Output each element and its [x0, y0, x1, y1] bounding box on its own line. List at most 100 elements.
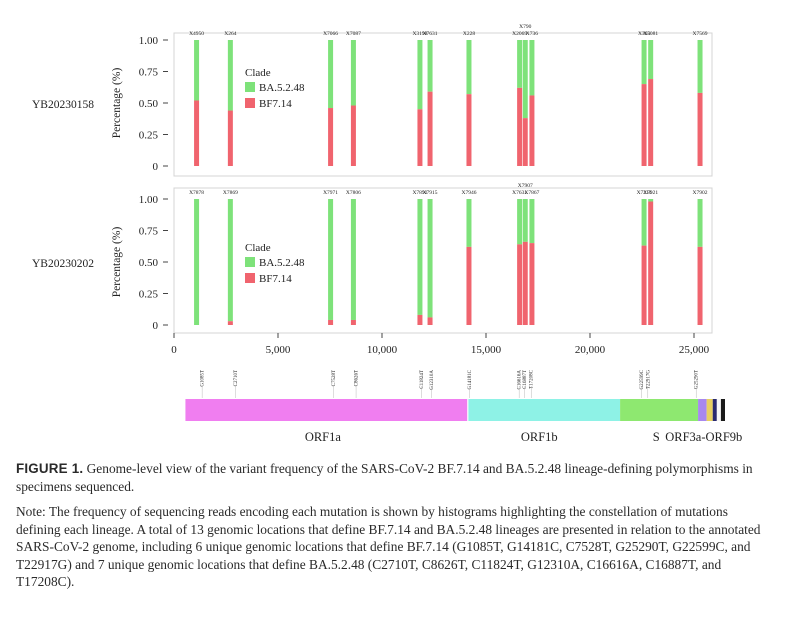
genome-variant-figure: YB20230158 Percentage (%) 0 0.25 0.50 0.75 1.0…	[32, 24, 742, 444]
genome-mutation-label: C16887T	[523, 370, 528, 389]
bar-bf714-X7631	[427, 91, 433, 166]
bar-bf714-X7971	[328, 319, 334, 325]
gene-block-ORF9b	[720, 399, 725, 421]
bar-ba5248-X7869	[227, 199, 233, 322]
y-tick-label: 1.00	[139, 194, 159, 206]
bar-ba5248-X365	[641, 40, 647, 85]
x-tick-label: 5,000	[266, 344, 291, 356]
gene-label: ORF3a-ORF9b	[665, 430, 742, 444]
bar-bf714-X3081	[648, 79, 654, 166]
mutation-label-X7631: X7631	[423, 31, 438, 37]
bar-ba5248-X4950	[194, 40, 200, 101]
bar-ba5248-X7891	[417, 199, 423, 315]
mutation-label-X7867: X7867	[524, 190, 539, 196]
gene-block	[716, 399, 721, 421]
gene-block-ORF1a	[185, 399, 468, 421]
genome-mutation-label: T17208C	[530, 369, 535, 389]
mutation-label-X7907: X7907	[518, 183, 533, 189]
x-tick-label: 25,000	[679, 344, 710, 356]
y-axis-label: Percentage (%)	[111, 227, 123, 298]
bar-bf714-X7921	[648, 201, 654, 325]
mutation-label-X7915: X7915	[423, 190, 438, 196]
x-tick-label: 15,000	[471, 344, 502, 356]
gene-block-ORF1b	[467, 399, 621, 421]
bar-ba5248-X7971	[328, 199, 334, 320]
bar-ba5248-X228	[466, 40, 472, 95]
mutation-label-X4950: X4950	[189, 31, 204, 37]
bar-bf714-X7210	[641, 245, 647, 325]
bar-ba5248-X7915	[427, 199, 433, 318]
mutation-label-X264: X264	[224, 31, 236, 37]
bar-ba5248-X7066	[328, 40, 334, 109]
genome-mutation-label: C8626T	[355, 370, 360, 386]
legend-title: Clade	[245, 242, 271, 254]
bar-bf714-X7946	[466, 246, 472, 325]
mutation-label-X2069: X2069	[512, 31, 527, 37]
bar-ba5248-X7631	[427, 40, 433, 92]
bar-bf714-X736	[529, 95, 535, 166]
mutation-label-X7921: X7921	[643, 190, 658, 196]
legend-label-ba5248: BA.5.2.48	[259, 82, 305, 94]
bar-ba5248-X7907	[522, 199, 528, 242]
legend-label-ba5248: BA.5.2.48	[259, 257, 305, 269]
bar-ba5248-X7902	[697, 199, 703, 247]
x-tick-label: 10,000	[367, 344, 398, 356]
legend-swatch-ba5248	[245, 82, 255, 92]
bar-ba5248-X3081	[648, 40, 654, 80]
figure-label: FIGURE 1.	[16, 461, 84, 476]
bar-bf714-X7915	[427, 317, 433, 325]
bar-bf714-X7631	[517, 244, 523, 325]
mutation-label-X228: X228	[463, 31, 475, 37]
bar-ba5248-X7946	[466, 199, 472, 247]
bar-ba5248-X736	[529, 40, 535, 96]
genome-mutation-label: C2710T	[234, 370, 239, 386]
y-tick-label: 0.75	[139, 226, 159, 238]
genome-mutation-label: C16616A	[518, 370, 523, 390]
bar-ba5248-X3198	[417, 40, 423, 110]
bar-ba5248-X7878	[194, 199, 200, 325]
bar-ba5248-X264	[227, 40, 233, 111]
x-tick-label: 20,000	[575, 344, 606, 356]
y-tick-label: 0	[153, 161, 159, 173]
mutation-label-X7902: X7902	[693, 190, 708, 196]
bar-bf714-X7087	[350, 105, 356, 166]
bar-bf714-X2069	[517, 87, 523, 166]
mutation-label-X7806: X7806	[346, 190, 361, 196]
genome-mutation-label: G14181C	[468, 369, 473, 389]
bar-bf714-X4950	[194, 100, 200, 166]
bar-ba5248-X7569	[697, 40, 703, 93]
mutation-label-X7087: X7087	[346, 31, 361, 37]
bar-bf714-X228	[466, 94, 472, 166]
bar-ba5248-X790	[522, 40, 528, 119]
mutation-label-X7210: X7210	[637, 190, 652, 196]
y-tick-label: 0.50	[139, 98, 159, 110]
gene-label: ORF1a	[305, 430, 342, 444]
y-tick-label: 0.25	[139, 130, 159, 142]
mutation-label-X3081: X3081	[643, 31, 658, 37]
y-tick-label: 1.00	[139, 35, 159, 47]
bar-bf714-X264	[227, 110, 233, 166]
bar-ba5248-X2069	[517, 40, 523, 88]
sample-label: YB20230158	[32, 99, 94, 111]
genome-mutation-label: T22917G	[646, 370, 651, 390]
mutation-label-X7946: X7946	[461, 190, 476, 196]
gene-block-S	[620, 399, 699, 421]
bar-bf714-X365	[641, 84, 647, 166]
genome-mutation-label: G22599C	[640, 369, 645, 389]
gene-label: ORF1b	[521, 430, 558, 444]
y-tick-label: 0.75	[139, 67, 159, 79]
legend-swatch-bf714	[245, 273, 255, 283]
legend-swatch-ba5248	[245, 257, 255, 267]
bar-bf714-X7902	[697, 246, 703, 325]
bar-bf714-X7806	[350, 319, 356, 325]
bar-ba5248-X7921	[648, 199, 654, 202]
gene-block	[706, 399, 713, 421]
genome-mutation-label: C7528T	[332, 370, 337, 386]
mutation-label-X7869: X7869	[223, 190, 238, 196]
bar-bf714-X7569	[697, 92, 703, 166]
bar-bf714-X7891	[417, 314, 423, 325]
bar-ba5248-X7867	[529, 199, 535, 244]
mutation-label-X3198: X3198	[412, 31, 427, 37]
bar-bf714-X7869	[227, 321, 233, 325]
bar-bf714-X3198	[417, 109, 423, 166]
